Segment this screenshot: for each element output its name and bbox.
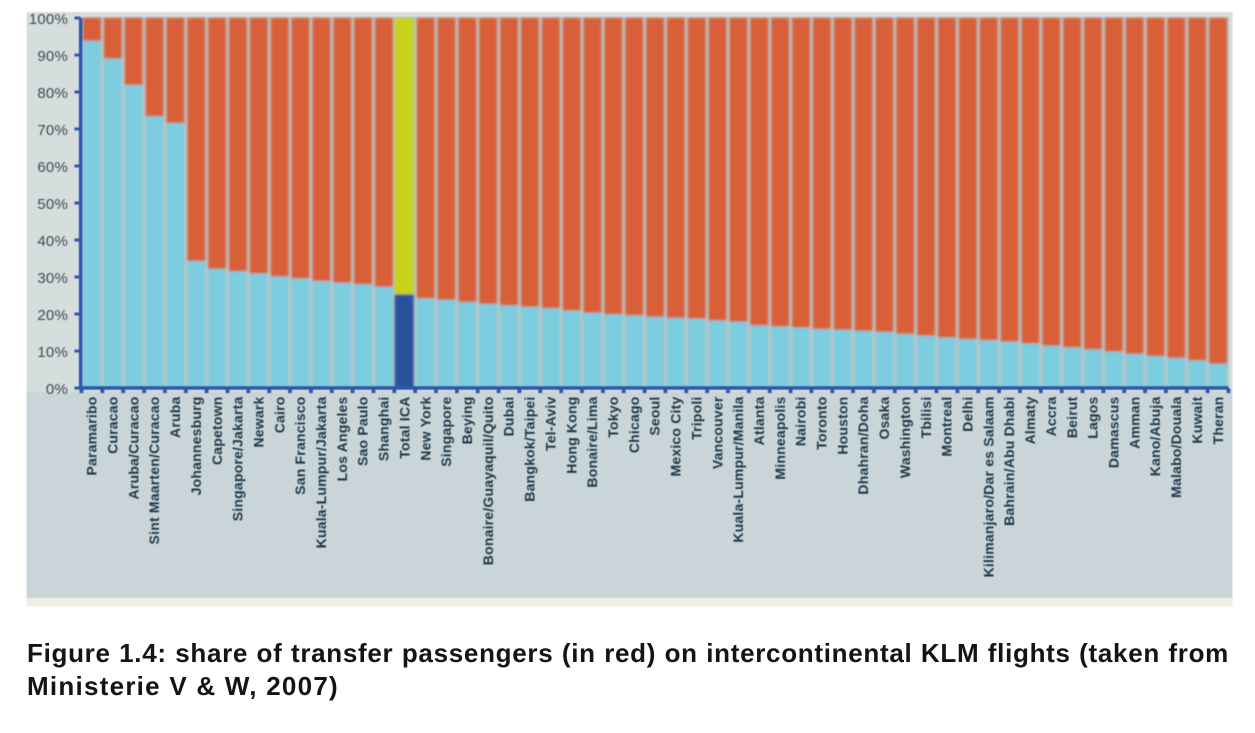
svg-text:60%: 60% bbox=[37, 159, 68, 176]
svg-text:Mexico City: Mexico City bbox=[668, 396, 684, 476]
svg-text:Sao Paulo: Sao Paulo bbox=[355, 397, 371, 466]
svg-text:0%: 0% bbox=[46, 381, 68, 398]
svg-text:Amman: Amman bbox=[1126, 397, 1142, 449]
svg-text:Bonaire/Lima: Bonaire/Lima bbox=[584, 396, 600, 487]
svg-text:70%: 70% bbox=[37, 122, 68, 139]
svg-text:Kuala-Lumpur/Jakarta: Kuala-Lumpur/Jakarta bbox=[313, 396, 329, 548]
svg-text:Tbilisi: Tbilisi bbox=[918, 397, 934, 439]
svg-text:Sint Maarten/Curacao: Sint Maarten/Curacao bbox=[146, 397, 162, 545]
svg-text:Kuala-Lumpur/Manila: Kuala-Lumpur/Manila bbox=[730, 396, 746, 542]
svg-text:Tripoli: Tripoli bbox=[688, 397, 704, 440]
svg-text:Total ICA: Total ICA bbox=[396, 397, 412, 459]
svg-text:90%: 90% bbox=[37, 48, 68, 65]
svg-text:Washington: Washington bbox=[897, 397, 913, 479]
svg-text:10%: 10% bbox=[37, 344, 68, 361]
svg-text:100%: 100% bbox=[29, 11, 68, 28]
svg-text:Aruba/Curacao: Aruba/Curacao bbox=[125, 397, 141, 500]
svg-text:Bangkok/Taipei: Bangkok/Taipei bbox=[522, 397, 538, 502]
svg-text:Lagos: Lagos bbox=[1085, 396, 1101, 438]
svg-text:50%: 50% bbox=[37, 196, 68, 213]
svg-text:20%: 20% bbox=[37, 307, 68, 324]
svg-text:Paramaribo: Paramaribo bbox=[84, 397, 100, 476]
svg-text:Malabo/Douala: Malabo/Douala bbox=[1168, 396, 1184, 497]
svg-text:Minneapolis: Minneapolis bbox=[772, 396, 788, 479]
svg-text:Osaka: Osaka bbox=[876, 396, 892, 439]
svg-text:Curacao: Curacao bbox=[105, 397, 121, 454]
svg-text:Kano/Abuja: Kano/Abuja bbox=[1147, 396, 1163, 476]
svg-text:Bonaire/Guayaquil/Quito: Bonaire/Guayaquil/Quito bbox=[480, 397, 496, 566]
svg-text:Cairo: Cairo bbox=[271, 397, 287, 434]
svg-text:Kuwait: Kuwait bbox=[1189, 396, 1205, 443]
svg-text:Los Angeles: Los Angeles bbox=[334, 396, 350, 481]
svg-text:Capetown: Capetown bbox=[209, 397, 225, 466]
svg-text:Montreal: Montreal bbox=[939, 397, 955, 457]
svg-text:Singapore: Singapore bbox=[438, 396, 454, 466]
svg-text:Vancouver: Vancouver bbox=[709, 396, 725, 469]
svg-text:Beying: Beying bbox=[459, 397, 475, 445]
svg-text:Theran: Theran bbox=[1210, 397, 1226, 445]
svg-text:Newark: Newark bbox=[251, 396, 267, 447]
svg-text:Hong Kong: Hong Kong bbox=[563, 397, 579, 474]
svg-text:Accra: Accra bbox=[1043, 396, 1059, 436]
svg-text:Dhahran/Doha: Dhahran/Doha bbox=[855, 396, 871, 494]
svg-text:Almaty: Almaty bbox=[1022, 396, 1038, 444]
svg-text:30%: 30% bbox=[37, 270, 68, 287]
svg-text:Singapore/Jakarta: Singapore/Jakarta bbox=[230, 396, 246, 521]
svg-text:Aruba: Aruba bbox=[167, 396, 183, 437]
svg-text:Delhi: Delhi bbox=[960, 397, 976, 432]
svg-text:Beirut: Beirut bbox=[1064, 396, 1080, 438]
svg-text:San Francisco: San Francisco bbox=[292, 397, 308, 495]
svg-text:Seoul: Seoul bbox=[647, 397, 663, 436]
svg-text:Tel-Aviv: Tel-Aviv bbox=[542, 396, 558, 451]
svg-text:80%: 80% bbox=[37, 85, 68, 102]
svg-text:Johannesburg: Johannesburg bbox=[188, 397, 204, 496]
svg-text:Bahrain/Abu Dhabi: Bahrain/Abu Dhabi bbox=[1001, 397, 1017, 526]
svg-text:Houston: Houston bbox=[834, 397, 850, 455]
svg-text:Toronto: Toronto bbox=[814, 397, 830, 450]
svg-text:Dubai: Dubai bbox=[501, 397, 517, 437]
svg-text:Chicago: Chicago bbox=[626, 397, 642, 454]
svg-text:Kilimanjaro/Dar es Salaam: Kilimanjaro/Dar es Salaam bbox=[980, 397, 996, 578]
svg-text:Shanghai: Shanghai bbox=[376, 397, 392, 462]
svg-text:Damascus: Damascus bbox=[1106, 397, 1122, 469]
svg-text:Nairobi: Nairobi bbox=[793, 397, 809, 447]
svg-text:Atlanta: Atlanta bbox=[751, 396, 767, 445]
svg-text:40%: 40% bbox=[37, 233, 68, 250]
svg-text:New York: New York bbox=[417, 396, 433, 460]
svg-text:Tokyo: Tokyo bbox=[605, 397, 621, 438]
